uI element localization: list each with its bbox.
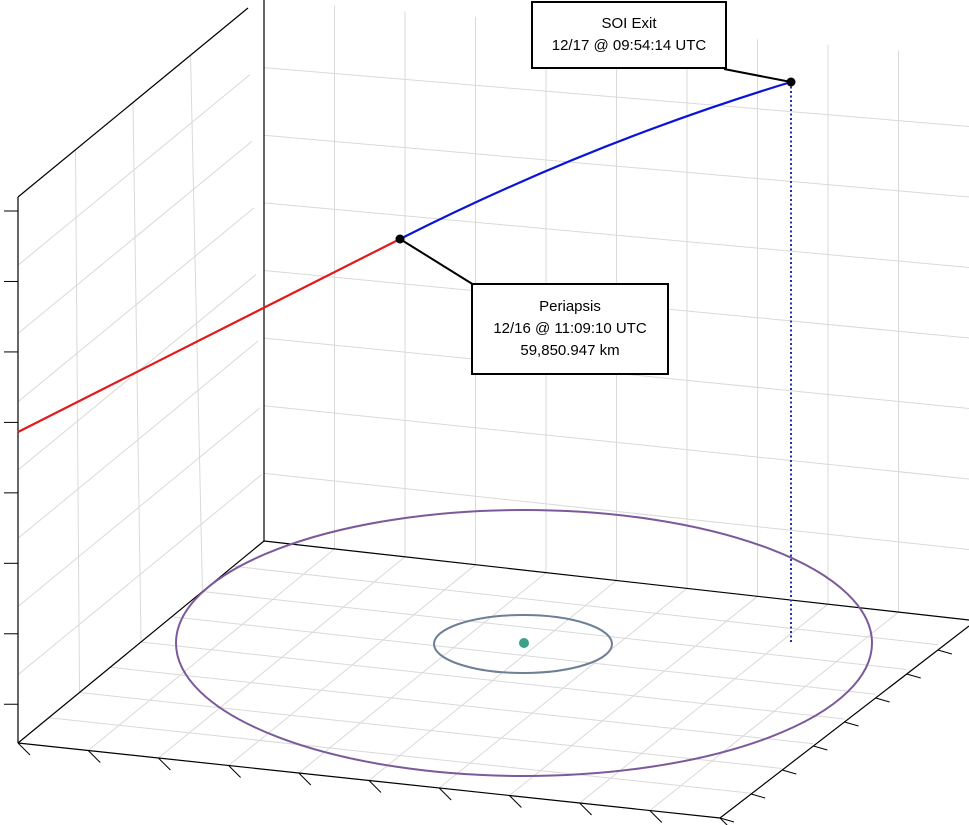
soi-exit-time: 12/17 @ 09:54:14 UTC bbox=[551, 37, 707, 54]
axis-tick bbox=[368, 780, 382, 793]
floor-gridline bbox=[140, 641, 845, 720]
back-wall-gridline bbox=[263, 67, 969, 127]
left-wall-gridline bbox=[17, 140, 253, 334]
axis-tick bbox=[719, 817, 735, 823]
floor-gridline bbox=[79, 692, 783, 769]
central-body bbox=[519, 638, 529, 648]
left-wall-grid bbox=[17, 55, 263, 693]
floor-left-edge bbox=[17, 540, 265, 744]
axis-tick bbox=[875, 697, 890, 703]
axis-tick bbox=[906, 673, 921, 679]
periapsis-leader-line bbox=[399, 238, 475, 286]
axis-tick bbox=[579, 802, 592, 816]
axis-tick bbox=[782, 769, 797, 775]
axis-tick bbox=[750, 793, 766, 799]
outer-orbit bbox=[175, 509, 873, 777]
axis-tick bbox=[813, 745, 828, 751]
axis-tick bbox=[509, 795, 522, 808]
axis-ticks bbox=[4, 210, 969, 825]
floor-back-edge bbox=[263, 540, 969, 621]
axis-tick bbox=[158, 757, 171, 771]
left-wall-gridline bbox=[17, 207, 255, 403]
axis-tick bbox=[649, 810, 663, 823]
floor-gridline bbox=[110, 666, 814, 745]
floor-grid bbox=[48, 548, 938, 811]
axis-tick bbox=[937, 649, 953, 655]
periapsis-title: Periapsis bbox=[539, 298, 601, 315]
incoming-trajectory bbox=[17, 238, 401, 433]
axis-tick bbox=[17, 742, 31, 756]
axis-tick bbox=[438, 787, 452, 801]
floor-gridline bbox=[233, 565, 938, 646]
soi-exit-callout: SOI Exit 12/17 @ 09:54:14 UTC bbox=[531, 1, 727, 69]
floor-gridline bbox=[171, 616, 876, 695]
axis-tick bbox=[298, 772, 312, 786]
left-wall-gridline bbox=[17, 74, 251, 266]
floor-gridline bbox=[48, 717, 752, 794]
left-top-edge bbox=[17, 7, 249, 198]
back-wall-gridline bbox=[263, 202, 969, 268]
axis-tick bbox=[87, 750, 101, 763]
left-wall-gridline bbox=[17, 473, 263, 676]
left-wall-gridline bbox=[17, 407, 261, 607]
back-wall-gridline bbox=[263, 472, 969, 550]
periapsis-altitude: 59,850.947 km bbox=[520, 342, 620, 359]
floor-gridline bbox=[202, 591, 907, 670]
back-wall-gridline bbox=[263, 405, 969, 480]
axis-tick bbox=[719, 817, 728, 825]
soi-exit-title: SOI Exit bbox=[601, 15, 657, 32]
inner-orbit bbox=[433, 614, 613, 674]
left-wall-gridline bbox=[17, 340, 259, 539]
axes-frame bbox=[17, 0, 969, 819]
soi-exit-leader-line bbox=[723, 68, 792, 83]
back-wall-gridline bbox=[263, 134, 969, 198]
periapsis-callout: Periapsis 12/16 @ 11:09:10 UTC 59,850.94… bbox=[471, 283, 669, 375]
periapsis-time: 12/16 @ 11:09:10 UTC bbox=[493, 320, 647, 337]
axis-tick bbox=[844, 721, 859, 727]
soi-exit-marker bbox=[786, 77, 796, 87]
outgoing-trajectory bbox=[399, 80, 792, 240]
periapsis-marker bbox=[395, 234, 405, 244]
axis-tick bbox=[228, 765, 241, 778]
